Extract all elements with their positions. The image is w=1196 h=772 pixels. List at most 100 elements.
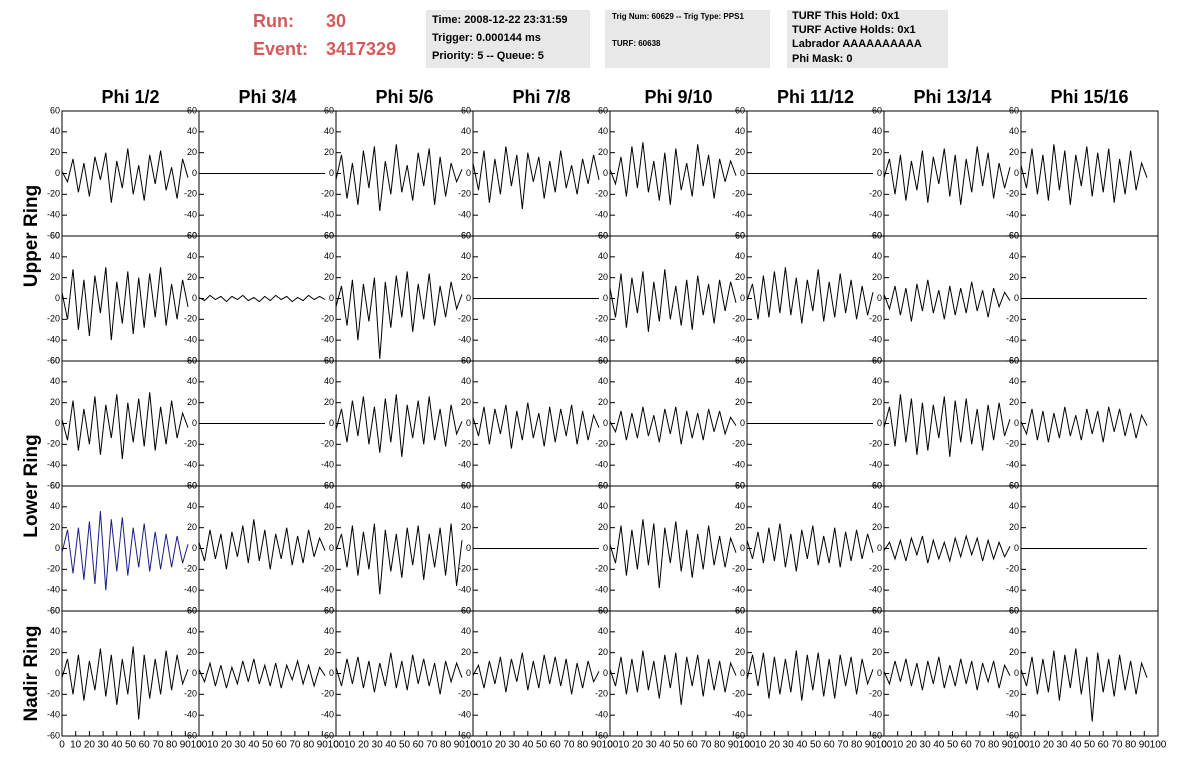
x-tick-label: 100 — [876, 740, 893, 751]
y-tick-label: -60 — [321, 730, 334, 740]
y-tick-label: -40 — [47, 710, 60, 720]
y-tick-label: -20 — [321, 314, 334, 324]
x-tick-label: 70 — [563, 740, 575, 751]
y-tick-label: -60 — [184, 730, 197, 740]
y-tick-label: -20 — [595, 689, 608, 699]
info-text: Priority: 5 -- Queue: 5 — [432, 50, 544, 62]
x-tick-label: 70 — [426, 740, 438, 751]
y-tick-label: 20 — [461, 397, 471, 407]
y-tick-label: 60 — [1009, 105, 1019, 115]
y-tick-label: 60 — [872, 480, 882, 490]
y-tick-label: 60 — [324, 355, 334, 365]
y-tick-label: 40 — [187, 126, 197, 136]
y-tick-label: -40 — [732, 585, 745, 595]
y-tick-label: -60 — [869, 480, 882, 490]
info-text: TURF Active Holds: 0x1 — [792, 24, 916, 36]
y-tick-label: 40 — [461, 376, 471, 386]
y-tick-label: 40 — [50, 501, 60, 511]
y-tick-label: -60 — [458, 230, 471, 240]
y-tick-label: -40 — [1006, 460, 1019, 470]
run-value: 30 — [326, 11, 346, 31]
y-tick-label: 20 — [872, 522, 882, 532]
waveform — [609, 406, 737, 445]
waveform — [335, 271, 463, 359]
y-tick-label: 20 — [50, 647, 60, 657]
waveform — [61, 148, 189, 203]
y-tick-label: -60 — [732, 605, 745, 615]
x-tick-label: 0 — [333, 740, 339, 751]
y-tick-label: 60 — [1009, 230, 1019, 240]
y-tick-label: 20 — [872, 647, 882, 657]
y-tick-label: 40 — [872, 626, 882, 636]
x-tick-label: 100 — [602, 740, 619, 751]
x-tick-label: 20 — [84, 740, 96, 751]
y-tick-label: 0 — [740, 168, 745, 178]
y-tick-label: 60 — [187, 355, 197, 365]
waveform — [472, 402, 600, 449]
y-tick-label: -20 — [458, 689, 471, 699]
x-tick-label: 90 — [454, 740, 466, 751]
x-tick-label: 60 — [1098, 740, 1110, 751]
x-tick-label: 90 — [180, 740, 192, 751]
y-tick-label: 20 — [461, 272, 471, 282]
waveform — [883, 146, 1011, 205]
y-tick-label: 40 — [872, 126, 882, 136]
x-tick-label: 90 — [1139, 740, 1151, 751]
y-tick-label: 40 — [50, 626, 60, 636]
y-tick-label: 60 — [598, 230, 608, 240]
x-tick-label: 30 — [920, 740, 932, 751]
y-tick-label: 0 — [466, 418, 471, 428]
x-tick-label: 20 — [358, 740, 370, 751]
x-tick-label: 50 — [536, 740, 548, 751]
y-tick-label: -60 — [458, 355, 471, 365]
info-text: Phi Mask: 0 — [792, 53, 853, 65]
y-tick-label: 20 — [735, 397, 745, 407]
x-tick-label: 60 — [824, 740, 836, 751]
y-tick-label: 40 — [872, 501, 882, 511]
y-tick-label: 60 — [50, 480, 60, 490]
y-tick-label: -40 — [1006, 710, 1019, 720]
x-tick-label: 0 — [59, 740, 65, 751]
y-tick-label: 20 — [50, 272, 60, 282]
y-tick-label: 40 — [461, 626, 471, 636]
y-tick-label: -60 — [47, 230, 60, 240]
y-tick-label: -20 — [732, 314, 745, 324]
y-tick-label: 60 — [735, 230, 745, 240]
y-tick-label: -40 — [732, 335, 745, 345]
y-tick-label: 60 — [1009, 355, 1019, 365]
y-tick-label: 20 — [872, 147, 882, 157]
y-tick-label: 0 — [329, 418, 334, 428]
y-tick-label: 0 — [466, 668, 471, 678]
column-title: Phi 13/14 — [913, 87, 991, 107]
x-tick-label: 20 — [1043, 740, 1055, 751]
y-tick-label: 40 — [735, 626, 745, 636]
y-tick-label: -20 — [732, 439, 745, 449]
y-tick-label: 40 — [324, 251, 334, 261]
y-tick-label: -20 — [869, 689, 882, 699]
y-tick-label: 40 — [1009, 501, 1019, 511]
y-tick-label: 60 — [1009, 605, 1019, 615]
x-tick-label: 70 — [289, 740, 301, 751]
y-tick-label: -60 — [321, 230, 334, 240]
x-tick-label: 80 — [303, 740, 315, 751]
column-title: Phi 11/12 — [777, 87, 854, 107]
column-title: Phi 3/4 — [238, 87, 296, 107]
x-tick-label: 10 — [755, 740, 767, 751]
y-tick-label: 60 — [50, 105, 60, 115]
y-tick-label: -40 — [47, 460, 60, 470]
y-tick-label: -20 — [458, 314, 471, 324]
x-tick-label: 70 — [837, 740, 849, 751]
y-tick-label: -20 — [47, 564, 60, 574]
x-tick-label: 0 — [607, 740, 613, 751]
y-tick-label: 20 — [598, 397, 608, 407]
waveform — [883, 279, 1011, 322]
y-tick-label: -20 — [869, 189, 882, 199]
y-tick-label: -20 — [321, 564, 334, 574]
y-tick-label: -40 — [47, 210, 60, 220]
x-tick-label: 60 — [139, 740, 151, 751]
x-tick-label: 0 — [470, 740, 476, 751]
y-tick-label: 0 — [466, 543, 471, 553]
y-tick-label: -40 — [869, 585, 882, 595]
y-tick-label: -40 — [595, 460, 608, 470]
y-tick-label: 40 — [324, 126, 334, 136]
